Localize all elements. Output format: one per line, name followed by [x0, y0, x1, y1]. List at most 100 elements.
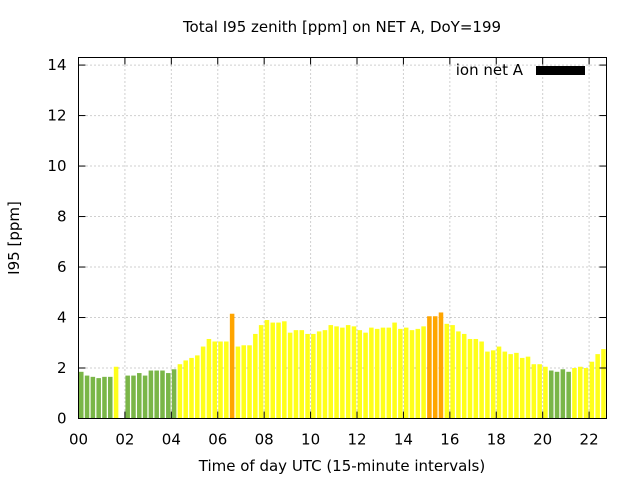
bar — [357, 330, 363, 419]
bar — [514, 352, 519, 419]
bar — [421, 326, 426, 419]
bar — [247, 345, 252, 419]
x-tick-label: 10 — [301, 431, 320, 449]
bar — [583, 368, 589, 419]
bar — [485, 351, 490, 419]
bar — [235, 346, 241, 419]
y-tick-label: 2 — [57, 359, 67, 377]
legend-label: ion net A — [456, 61, 524, 79]
bar — [508, 354, 513, 419]
bar — [543, 366, 548, 419]
bar — [322, 330, 328, 419]
bar — [84, 375, 90, 419]
x-tick-label: 18 — [487, 431, 506, 449]
bar — [195, 355, 200, 419]
bar — [438, 312, 444, 419]
bar — [496, 346, 502, 419]
bar — [450, 325, 455, 419]
bar — [386, 327, 392, 419]
bar — [241, 345, 246, 419]
bar — [490, 350, 496, 419]
bar — [577, 366, 583, 419]
bar — [403, 327, 409, 419]
x-tick-label: 20 — [533, 431, 552, 449]
y-tick-label: 14 — [47, 56, 66, 74]
y-tick-label: 6 — [57, 258, 67, 276]
bar — [566, 371, 571, 419]
bar — [444, 323, 450, 419]
x-axis-label: Time of day UTC (15-minute intervals) — [198, 457, 485, 475]
x-tick-label: 06 — [208, 431, 227, 449]
bar — [270, 322, 275, 419]
x-tick-label: 00 — [69, 431, 88, 449]
y-axis-label: I95 [ppm] — [5, 201, 23, 275]
bar — [311, 333, 316, 419]
x-tick-label: 04 — [162, 431, 181, 449]
bar — [340, 327, 345, 419]
bar — [96, 378, 101, 419]
x-tick-label: 22 — [580, 431, 599, 449]
plot-frame — [78, 57, 607, 419]
bar — [160, 370, 165, 419]
bar — [305, 333, 310, 419]
bar — [601, 349, 606, 419]
bar — [316, 331, 322, 419]
bar — [171, 369, 177, 419]
bar — [531, 364, 537, 419]
bar — [409, 330, 415, 419]
bar — [113, 366, 119, 419]
bar — [345, 325, 351, 419]
bar — [189, 357, 194, 419]
bar — [461, 333, 467, 419]
x-tick-label: 02 — [115, 431, 134, 449]
bar — [467, 338, 473, 419]
bar — [456, 331, 461, 419]
bar — [328, 325, 334, 419]
bar — [137, 373, 142, 419]
bar — [287, 332, 293, 419]
bar — [473, 338, 479, 419]
x-tick-label: 14 — [394, 431, 413, 449]
bar — [380, 327, 386, 419]
bar — [264, 320, 270, 419]
bars — [79, 312, 606, 419]
bar — [548, 370, 554, 419]
bar — [282, 321, 287, 419]
x-tick-label: 12 — [347, 431, 366, 449]
y-tick-label: 0 — [57, 410, 67, 428]
bar — [102, 376, 107, 419]
bar — [108, 376, 113, 419]
y-tick-label: 12 — [47, 107, 66, 125]
bar — [363, 332, 368, 419]
y-tick-label: 10 — [47, 157, 66, 175]
bar — [224, 341, 229, 419]
bar — [258, 325, 264, 419]
bar — [374, 328, 380, 419]
bar — [177, 364, 183, 419]
legend: ion net A — [456, 61, 585, 79]
bar — [253, 333, 258, 419]
bar — [212, 341, 217, 419]
bar — [229, 313, 235, 419]
bar — [183, 360, 188, 419]
bar — [293, 330, 299, 419]
bar — [79, 371, 84, 419]
bar — [90, 376, 96, 419]
bar — [560, 369, 566, 419]
bar — [537, 364, 542, 419]
y-tick-label: 8 — [57, 208, 67, 226]
bar — [200, 346, 206, 419]
bar — [351, 326, 357, 419]
bar — [525, 356, 531, 419]
bar — [554, 371, 560, 419]
bar — [334, 326, 339, 419]
bar — [218, 341, 223, 419]
bar — [154, 370, 159, 419]
bar — [125, 375, 130, 419]
bar — [398, 328, 403, 419]
bar — [299, 330, 305, 419]
bar — [572, 368, 577, 419]
bar — [392, 322, 397, 419]
